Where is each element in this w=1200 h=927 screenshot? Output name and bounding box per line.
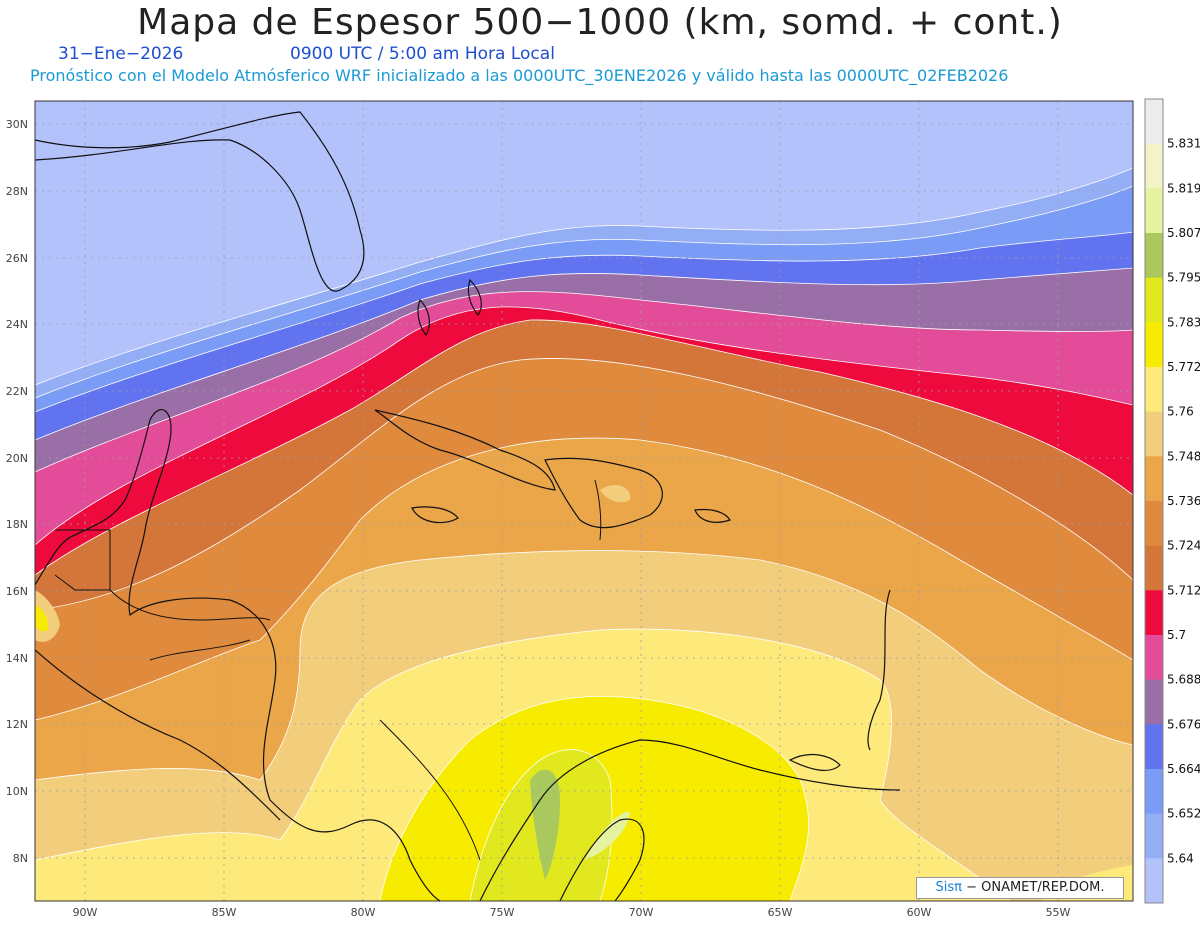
colorbar-label: 5.7 bbox=[1167, 628, 1186, 642]
lon-tick-label: 55W bbox=[1046, 906, 1071, 919]
colorbar-swatch bbox=[1145, 233, 1163, 279]
model-info: Pronóstico con el Modelo Atmósferico WRF… bbox=[30, 66, 1009, 85]
lon-tick-label: 90W bbox=[73, 906, 98, 919]
lat-tick-label: 14N bbox=[6, 652, 28, 665]
colorbar-label: 5.676 bbox=[1167, 717, 1200, 731]
colorbar-label: 5.712 bbox=[1167, 583, 1200, 597]
colorbar-swatch bbox=[1145, 322, 1163, 368]
lat-tick-label: 8N bbox=[13, 852, 28, 865]
colorbar-swatch bbox=[1145, 813, 1163, 859]
colorbar-swatch bbox=[1145, 411, 1163, 457]
colorbar-label: 5.748 bbox=[1167, 449, 1200, 463]
colorbar: 5.831 5.819 5.807 5.795 5.783 5.772 5.76 5.748 5… bbox=[1144, 98, 1200, 904]
colorbar-label: 5.76 bbox=[1167, 405, 1194, 419]
lat-tick-label: 22N bbox=[6, 385, 28, 398]
colorbar-swatch bbox=[1145, 590, 1163, 636]
country-borders bbox=[54, 479, 602, 861]
colorbar-label: 5.664 bbox=[1167, 762, 1200, 776]
lat-tick-label: 20N bbox=[6, 452, 28, 465]
thickness-field bbox=[35, 101, 1133, 901]
forecast-date: 31−Ene−2026 bbox=[58, 44, 184, 64]
colorbar-swatch bbox=[1145, 858, 1163, 904]
credit-brand: Sisπ bbox=[935, 880, 962, 895]
colorbar-swatch bbox=[1145, 99, 1163, 145]
colorbar-label: 5.807 bbox=[1167, 226, 1200, 240]
map-title: Mapa de Espesor 500−1000 (km, somd. + co… bbox=[137, 2, 1063, 43]
credit-box: Sisπ − ONAMET/REP.DOM. bbox=[916, 877, 1124, 899]
colorbar-label: 5.736 bbox=[1167, 494, 1200, 508]
lat-tick-label: 10N bbox=[6, 785, 28, 798]
colorbar-label: 5.831 bbox=[1167, 137, 1200, 151]
lon-labels: 90W 85W 80W 75W 70W 65W 60W 55W bbox=[73, 906, 1071, 919]
colorbar-label: 5.819 bbox=[1167, 181, 1200, 195]
forecast-time: 0900 UTC / 5:00 am Hora Local bbox=[290, 44, 555, 64]
grid-lines bbox=[35, 101, 1133, 901]
colorbar-swatch bbox=[1145, 545, 1163, 591]
lon-tick-label: 75W bbox=[490, 906, 515, 919]
lat-tick-label: 26N bbox=[6, 252, 28, 265]
colorbar-swatch bbox=[1145, 143, 1163, 189]
credit-text: − ONAMET/REP.DOM. bbox=[961, 880, 1105, 895]
lat-tick-label: 16N bbox=[6, 585, 28, 598]
lat-labels: 30N 28N 26N 24N 22N 20N 18N 16N 14N 12N … bbox=[6, 118, 28, 865]
colorbar-label: 5.724 bbox=[1167, 539, 1200, 553]
colorbar-swatch bbox=[1145, 367, 1163, 413]
colorbar-frame bbox=[1144, 98, 1164, 904]
lat-tick-label: 28N bbox=[6, 185, 28, 198]
lon-tick-label: 80W bbox=[351, 906, 376, 919]
colorbar-swatch bbox=[1145, 724, 1163, 770]
colorbar-swatch bbox=[1145, 769, 1163, 815]
lat-tick-label: 12N bbox=[6, 718, 28, 731]
colorbar-label: 5.795 bbox=[1167, 271, 1200, 285]
lat-tick-label: 18N bbox=[6, 518, 28, 531]
colorbar-swatch bbox=[1145, 277, 1163, 323]
colorbar-swatch bbox=[1145, 456, 1163, 502]
lon-tick-label: 60W bbox=[907, 906, 932, 919]
colorbar-label: 5.688 bbox=[1167, 673, 1200, 687]
coastlines bbox=[35, 111, 901, 901]
lat-tick-label: 24N bbox=[6, 318, 28, 331]
colorbar-label: 5.64 bbox=[1167, 851, 1194, 865]
colorbar-swatch bbox=[1145, 501, 1163, 547]
colorbar-label: 5.772 bbox=[1167, 360, 1200, 374]
colorbar-swatch bbox=[1145, 635, 1163, 681]
lat-tick-label: 30N bbox=[6, 118, 28, 131]
lon-tick-label: 85W bbox=[212, 906, 237, 919]
lon-tick-label: 70W bbox=[629, 906, 654, 919]
colorbar-swatch bbox=[1145, 188, 1163, 234]
colorbar-label: 5.652 bbox=[1167, 807, 1200, 821]
colorbar-label: 5.783 bbox=[1167, 315, 1200, 329]
colorbar-swatch bbox=[1145, 679, 1163, 725]
lon-tick-label: 65W bbox=[768, 906, 793, 919]
